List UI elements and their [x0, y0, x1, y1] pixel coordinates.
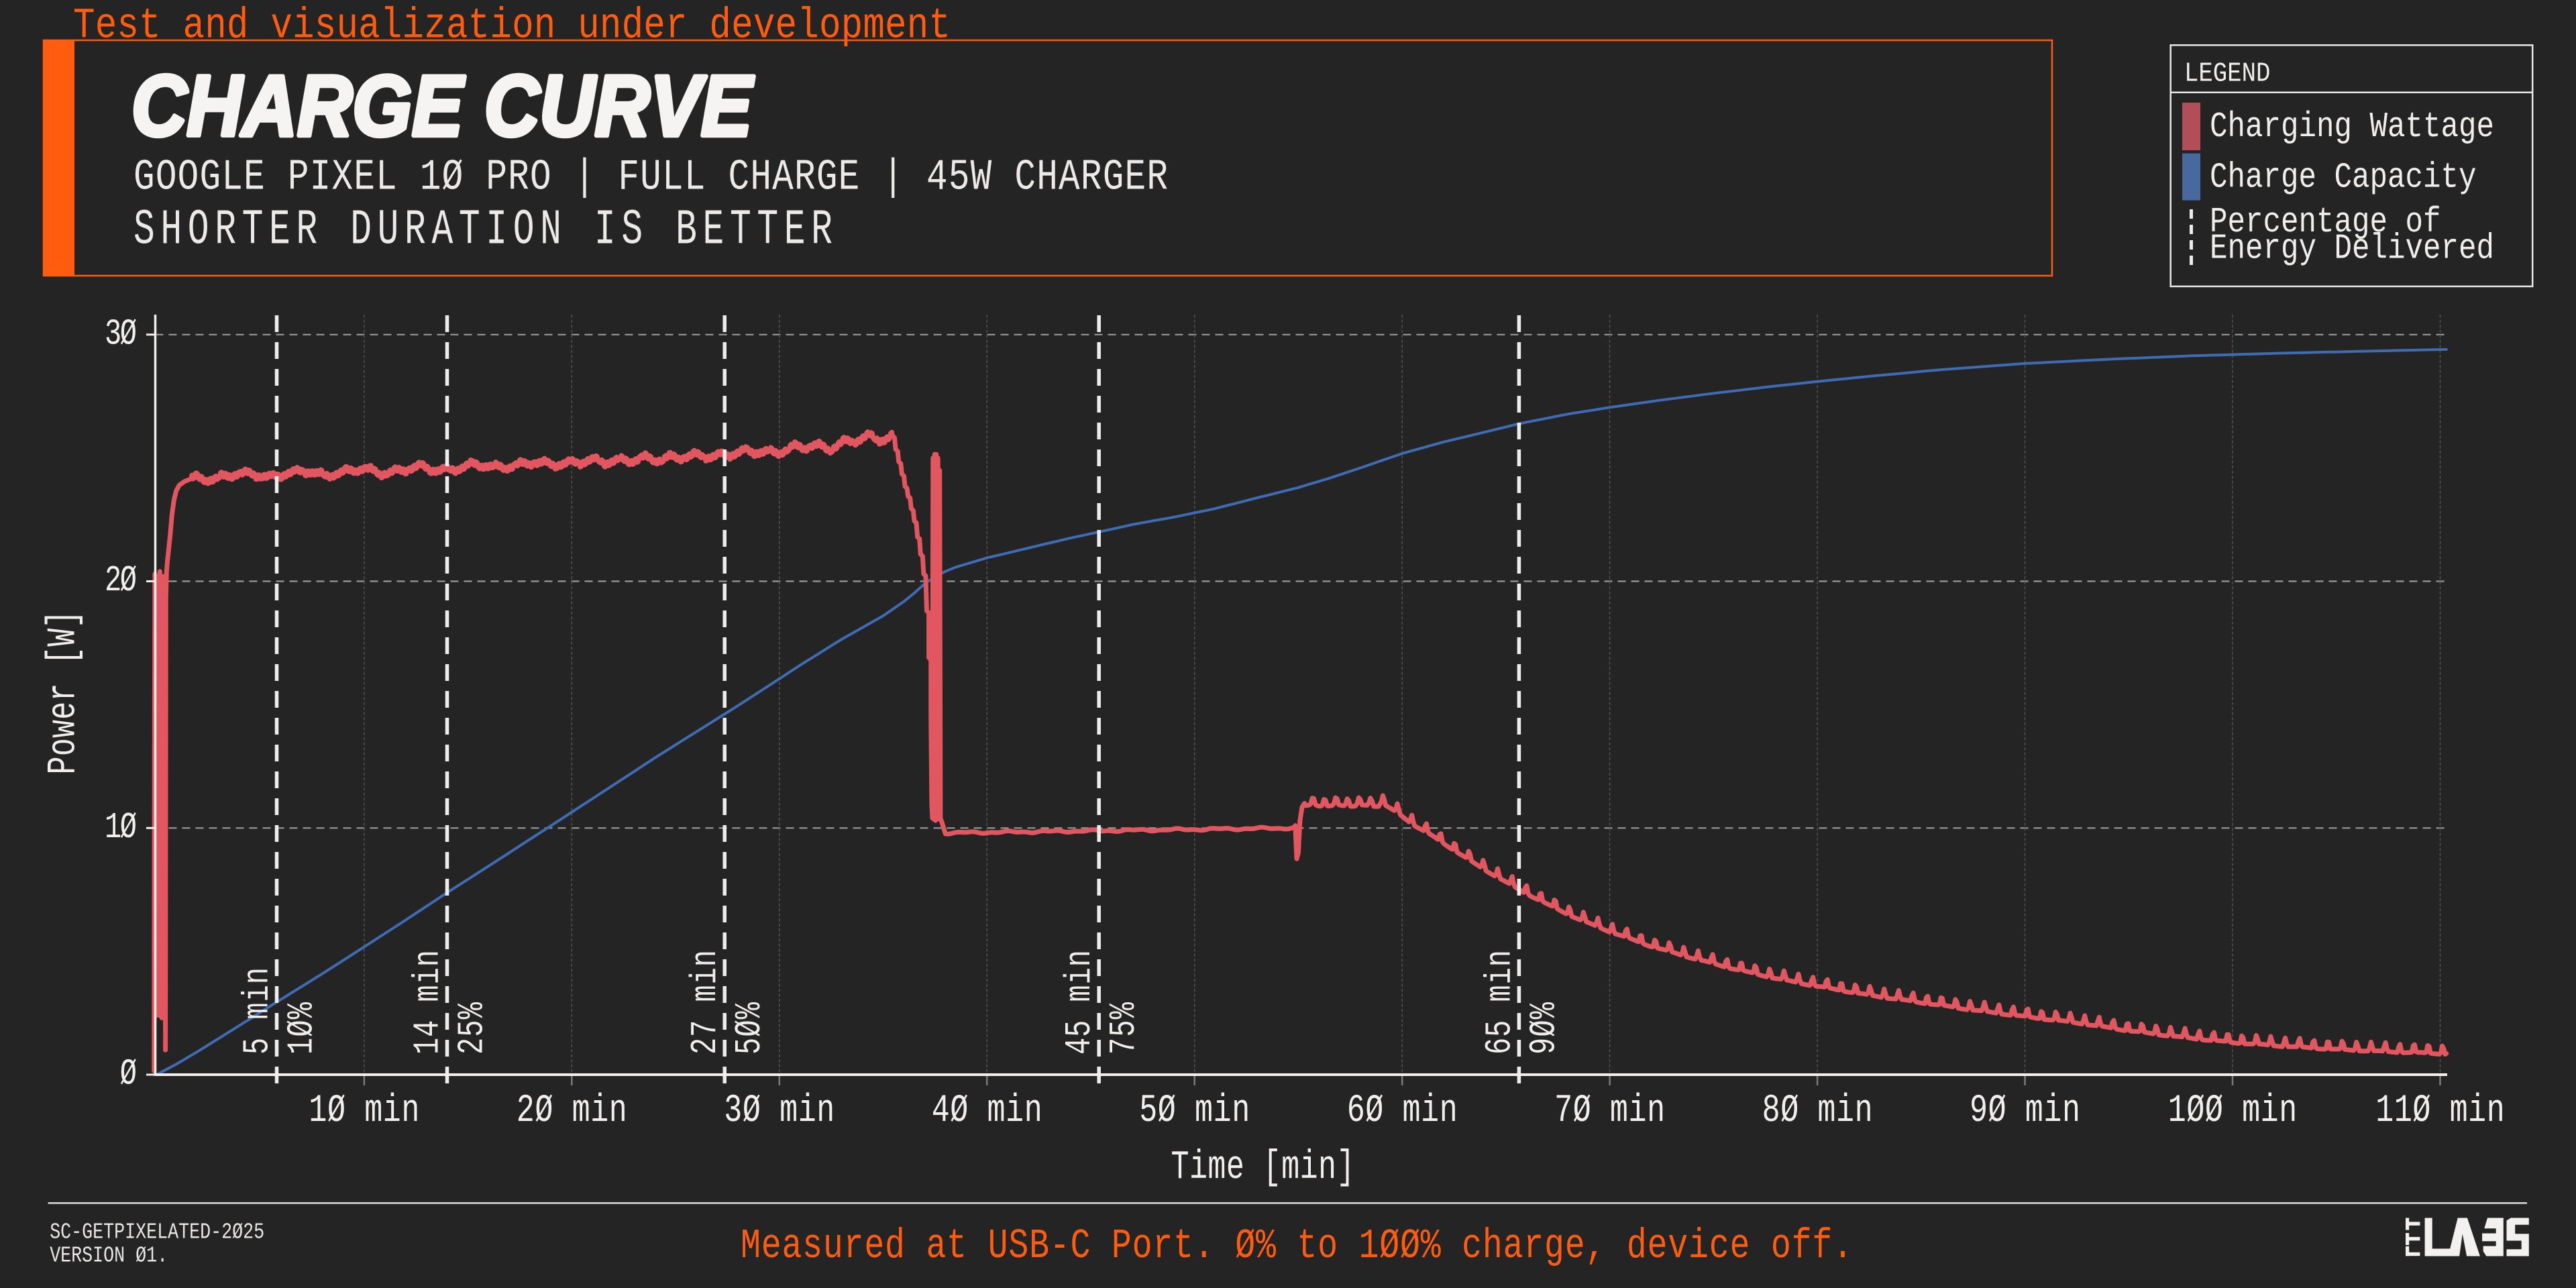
svg-text:1ØØ min: 1ØØ min [2168, 1089, 2298, 1133]
svg-text:7Ø min: 7Ø min [1554, 1089, 1665, 1133]
svg-text:45 min: 45 min [1059, 950, 1101, 1055]
svg-text:5Ø%: 5Ø% [729, 1002, 771, 1055]
svg-text:8Ø min: 8Ø min [1762, 1089, 1873, 1133]
svg-text:4Ø min: 4Ø min [932, 1089, 1042, 1133]
svg-text:LEGEND: LEGEND [2184, 58, 2270, 89]
svg-text:3Ø: 3Ø [105, 313, 137, 355]
svg-text:9Ø min: 9Ø min [1970, 1089, 2080, 1133]
svg-text:Percentage of: Percentage of [2210, 203, 2441, 243]
svg-text:Time [min]: Time [min] [1171, 1145, 1355, 1191]
svg-text:2Ø: 2Ø [105, 559, 137, 602]
svg-text:SC-GETPIXELATED-2Ø25: SC-GETPIXELATED-2Ø25 [50, 1220, 264, 1246]
svg-text:25%: 25% [451, 1002, 494, 1055]
svg-text:CHARGE CURVE: CHARGE CURVE [131, 58, 754, 154]
svg-text:1Ø%: 1Ø% [281, 1002, 323, 1055]
svg-text:Ø: Ø [120, 1053, 137, 1095]
svg-text:6Ø min: 6Ø min [1347, 1089, 1458, 1133]
svg-text:5 min: 5 min [237, 967, 279, 1055]
svg-text:14 min: 14 min [407, 950, 449, 1055]
svg-text:Measured at USB-C Port. Ø% to: Measured at USB-C Port. Ø% to 1ØØ% charg… [741, 1222, 1853, 1270]
svg-text:75%: 75% [1103, 1002, 1145, 1055]
svg-text:9Ø%: 9Ø% [1523, 1002, 1565, 1055]
svg-text:5Ø min: 5Ø min [1139, 1089, 1250, 1133]
svg-text:VERSION Ø1.: VERSION Ø1. [50, 1244, 168, 1269]
svg-text:27 min: 27 min [684, 950, 727, 1055]
svg-text:2Ø min: 2Ø min [517, 1089, 627, 1133]
svg-text:3Ø min: 3Ø min [724, 1089, 835, 1133]
svg-text:GOOGLE PIXEL 1Ø PRO | FULL CHA: GOOGLE PIXEL 1Ø PRO | FULL CHARGE | 45W … [133, 153, 1168, 203]
svg-text:Power [W]: Power [W] [42, 610, 87, 775]
svg-text:Test and visualization under d: Test and visualization under development [73, 2, 951, 50]
svg-text:Energy Delivered: Energy Delivered [2210, 229, 2494, 269]
svg-text:Charge Capacity: Charge Capacity [2210, 158, 2477, 198]
svg-text:1Ø: 1Ø [105, 806, 137, 849]
svg-text:65 min: 65 min [1479, 950, 1521, 1055]
svg-text:11Ø min: 11Ø min [2375, 1089, 2505, 1133]
svg-text:Charging Wattage: Charging Wattage [2210, 107, 2494, 148]
svg-text:1Ø min: 1Ø min [309, 1089, 419, 1133]
